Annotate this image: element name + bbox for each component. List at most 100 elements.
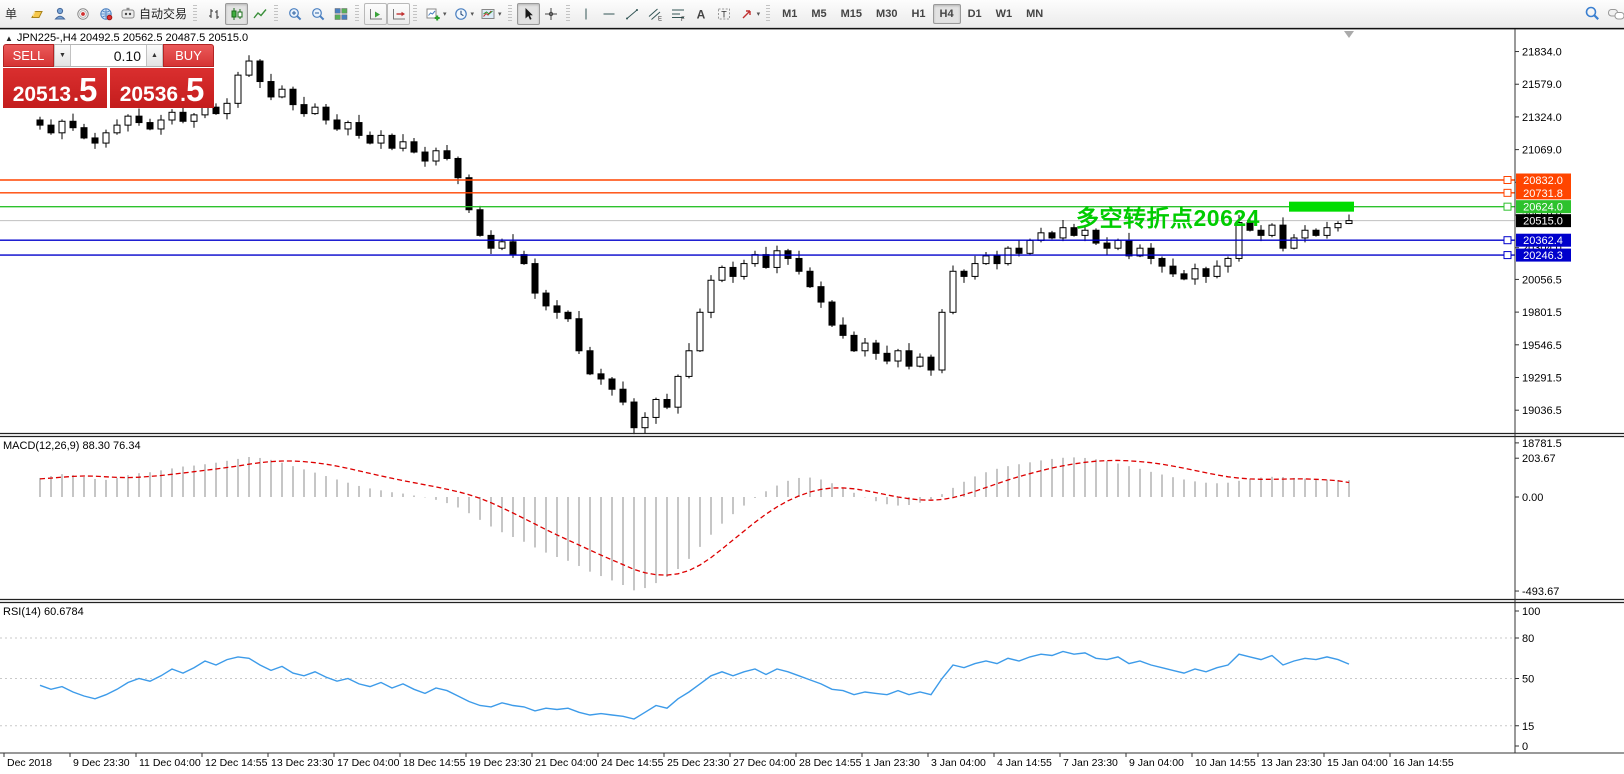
svg-text:F: F	[681, 17, 685, 22]
crosshair-icon	[545, 7, 558, 20]
price-tag-label: 20362.4	[1523, 235, 1563, 247]
autotrading-button[interactable]: 自动交易	[117, 3, 190, 25]
candle-body	[1048, 232, 1056, 239]
candle-body	[927, 356, 935, 371]
community-button[interactable]	[94, 3, 117, 25]
arrow-object-icon	[742, 9, 751, 18]
text-label-button[interactable]: T	[713, 3, 736, 25]
trendline-button[interactable]	[621, 3, 644, 25]
timeframe-button-w1[interactable]: W1	[989, 4, 1020, 24]
candle-body	[674, 375, 682, 408]
y-axis-label: 18781.5	[1522, 438, 1562, 450]
signals-button[interactable]	[71, 3, 94, 25]
toolbar-grip[interactable]	[193, 4, 198, 23]
crosshair-button[interactable]	[540, 3, 563, 25]
toolbar-grip[interactable]	[355, 4, 360, 23]
market-depth-button[interactable]	[48, 3, 71, 25]
candle-body	[190, 114, 198, 122]
candle-body	[751, 254, 759, 265]
vertical-line-button[interactable]	[575, 3, 598, 25]
volume-increase-button[interactable]: ▲	[146, 45, 163, 66]
timeframe-button-mn[interactable]: MN	[1019, 4, 1050, 24]
timeframe-button-m5[interactable]: M5	[804, 4, 833, 24]
candle-body	[223, 102, 231, 115]
volume-input[interactable]	[71, 45, 146, 66]
candle-body	[1191, 268, 1199, 280]
timeframe-button-m30[interactable]: M30	[869, 4, 904, 24]
candle-body	[234, 74, 242, 104]
search-button[interactable]	[1581, 3, 1604, 25]
candle-body	[685, 350, 693, 377]
timeframe-button-h4[interactable]: H4	[932, 3, 961, 24]
buy-price[interactable]: 20536. 5	[110, 68, 214, 108]
arrows-button[interactable]: ▾	[736, 3, 764, 25]
timeframe-button-h1[interactable]: H1	[904, 4, 932, 24]
candle-body	[1059, 227, 1067, 239]
dropdown-caret-icon: ▾	[470, 10, 475, 18]
chat-bubbles-icon	[1608, 8, 1624, 19]
fibonacci-button[interactable]: F	[667, 3, 690, 25]
toolbar-grip[interactable]	[766, 4, 771, 23]
templates-button[interactable]: ▾	[477, 3, 505, 25]
buy-button[interactable]: BUY	[163, 44, 214, 67]
auto-scroll-button[interactable]	[364, 2, 388, 25]
zoom-in-icon	[288, 7, 301, 20]
sell-price[interactable]: 20513. 5	[3, 68, 107, 108]
toolbar-grip[interactable]	[565, 4, 570, 23]
macd-axis-label: -493.67	[1522, 586, 1559, 598]
timeframe-button-m1[interactable]: M1	[775, 4, 804, 24]
timeframe-button-m15[interactable]: M15	[834, 4, 869, 24]
candle-body	[157, 119, 165, 130]
zoom-in-button[interactable]	[283, 3, 306, 25]
bar-chart-button[interactable]	[202, 3, 225, 25]
cursor-button[interactable]	[516, 2, 540, 25]
chat-button[interactable]	[1604, 3, 1624, 25]
level-anchor-square	[1503, 236, 1512, 245]
candle-body	[333, 119, 341, 130]
candle-body	[1180, 273, 1188, 280]
highlight-rectangle	[1289, 201, 1354, 212]
dropdown-caret-icon: ▾	[498, 10, 502, 18]
tile-windows-button[interactable]	[329, 3, 352, 25]
candle-body	[542, 292, 550, 307]
candle-body	[718, 266, 726, 281]
text-button[interactable]: A	[690, 3, 713, 25]
sell-button[interactable]: SELL	[3, 44, 54, 67]
one-click-panel-toggle-icon[interactable]: ▲	[5, 34, 13, 43]
horizontal-line-button[interactable]	[598, 3, 621, 25]
line-chart-button[interactable]	[248, 3, 271, 25]
sell-price-dot: .	[73, 83, 79, 106]
level-anchor-square	[1503, 202, 1512, 211]
equidistant-channel-button[interactable]: E	[644, 3, 667, 25]
zoom-out-button[interactable]	[306, 3, 329, 25]
candle-body	[388, 134, 396, 149]
candle-body	[212, 106, 220, 115]
candle-body	[630, 401, 638, 429]
chart-shift-button[interactable]	[387, 2, 411, 25]
time-axis-label: 9 Dec 23:30	[73, 757, 130, 769]
time-axis-label: 13 Jan 23:30	[1261, 757, 1322, 769]
person-icon	[53, 7, 66, 19]
toolbar-grip[interactable]	[274, 4, 279, 23]
toolbar-grip[interactable]	[413, 4, 418, 23]
candle-body	[905, 350, 913, 367]
one-click-trading-panel: SELL ▼ ▲ BUY 20513.5 20536.5	[3, 44, 214, 108]
new-chart-button[interactable]: ▾	[422, 3, 450, 25]
candle-body	[498, 241, 506, 249]
toolbar-right-group	[1581, 0, 1624, 27]
gold-ingot-icon-button[interactable]	[25, 3, 48, 25]
time-axis-label: 24 Dec 14:55	[601, 757, 664, 769]
volume-decrease-button[interactable]: ▼	[54, 45, 71, 66]
y-axis-label: 19036.5	[1522, 405, 1562, 417]
timeframe-button-d1[interactable]: D1	[961, 4, 989, 24]
fibonacci-icon: F	[672, 9, 685, 22]
candle-body	[146, 122, 154, 130]
toolbar-grip[interactable]	[507, 4, 512, 23]
autotrading-label: 自动交易	[139, 7, 188, 21]
candle-body	[850, 334, 858, 352]
candlestick-chart-button[interactable]	[225, 2, 249, 25]
profiles-button[interactable]: ▾	[450, 3, 478, 25]
new-order-button[interactable]: 单	[2, 3, 25, 25]
time-axis-label: 21 Dec 04:00	[535, 757, 598, 769]
